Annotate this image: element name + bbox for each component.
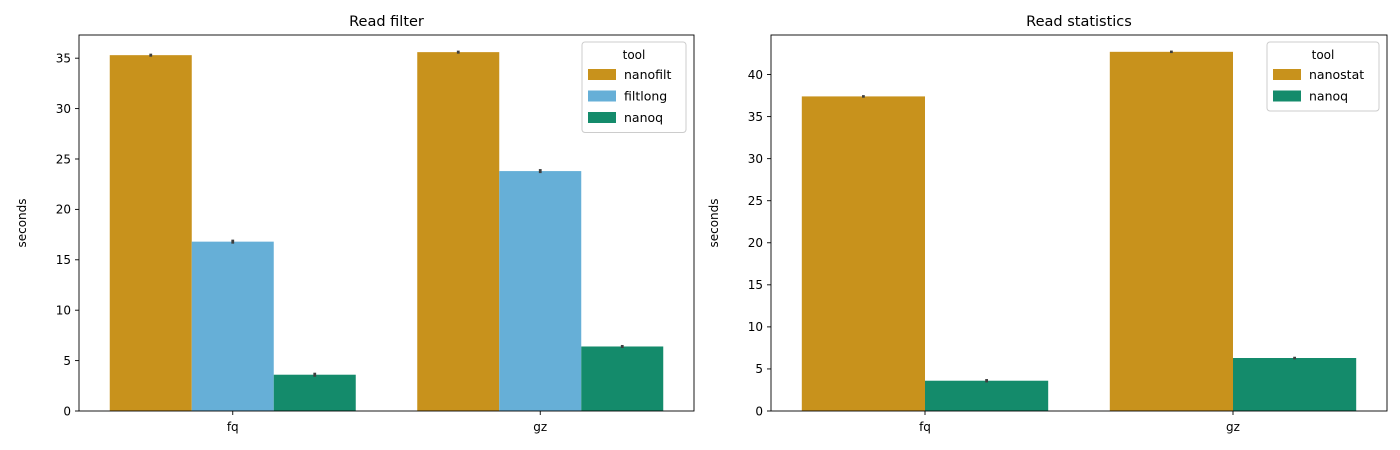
- legend-swatch-filtlong: [588, 90, 616, 102]
- legend-swatch-nanostat: [1273, 69, 1301, 80]
- y-tick-label: 25: [56, 152, 71, 166]
- chart-title: Read statistics: [1026, 14, 1132, 30]
- legend: tool nanostat nanoq: [1266, 41, 1380, 112]
- y-tick-label: 35: [748, 110, 763, 124]
- legend-label-filtlong: filtlong: [624, 89, 667, 104]
- y-tick-label: 15: [56, 253, 71, 267]
- y-tick-label: 25: [748, 194, 763, 208]
- y-axis-label: seconds: [707, 198, 721, 247]
- y-tick-label: 20: [748, 236, 763, 250]
- legend-swatch-nanoq: [1273, 90, 1301, 102]
- legend-title: tool: [623, 48, 646, 62]
- plot-frame: [78, 34, 695, 412]
- legend-box: [581, 41, 687, 133]
- bar-nanoq-fq: [273, 374, 356, 411]
- legend-label-nanoq: nanoq: [1309, 89, 1348, 104]
- bar-filtlong-gz: [499, 171, 582, 411]
- bar-nanostat-gz: [1109, 51, 1233, 411]
- y-tick-label: 0: [63, 404, 71, 418]
- y-tick-label: 5: [755, 362, 763, 376]
- legend-title: tool: [1312, 48, 1335, 62]
- legend-swatch-nanoq: [588, 112, 616, 123]
- y-tick-label: 20: [56, 203, 71, 217]
- y-tick-label: 40: [748, 68, 763, 82]
- legend-swatch-nanofilt: [588, 69, 616, 80]
- chart-title: Read filter: [349, 14, 424, 30]
- bar-nanofilt-gz: [417, 52, 500, 412]
- y-tick-label: 10: [56, 303, 71, 317]
- x-tick-label: gz: [533, 420, 547, 434]
- bar-nanoq-gz: [1233, 358, 1357, 411]
- y-tick-label: 35: [56, 51, 71, 65]
- y-tick-label: 0: [755, 404, 763, 418]
- plot-frame: [770, 34, 1388, 412]
- bar-nanofilt-fq: [109, 55, 192, 411]
- bar-nanostat-fq: [801, 96, 925, 412]
- bar-nanoq-gz: [581, 346, 664, 411]
- y-tick-label: 15: [748, 278, 763, 292]
- bar-nanoq-fq: [925, 380, 1049, 411]
- bar-filtlong-fq: [191, 241, 274, 411]
- chart-panel-1: 0 5 10 15 20 25 30 35 fq gz Read filter seconds tool…: [15, 14, 695, 434]
- y-tick-label: 5: [63, 354, 71, 368]
- y-tick-label: 10: [748, 320, 763, 334]
- y-tick-label: 30: [56, 102, 71, 116]
- legend-label-nanofilt: nanofilt: [624, 67, 671, 82]
- legend-label-nanostat: nanostat: [1309, 67, 1364, 82]
- x-tick-label: fq: [919, 420, 931, 434]
- x-tick-label: gz: [1226, 420, 1240, 434]
- chart-panel-2: 0 5 10 15 20 25 30 35 40 fq gz Read statistics secon…: [707, 14, 1388, 434]
- legend: tool nanofilt filtlong nanoq: [581, 41, 687, 133]
- x-tick-label: fq: [227, 420, 239, 434]
- y-axis-label: seconds: [15, 198, 29, 247]
- y-tick-label: 30: [748, 152, 763, 166]
- legend-label-nanoq: nanoq: [624, 110, 663, 125]
